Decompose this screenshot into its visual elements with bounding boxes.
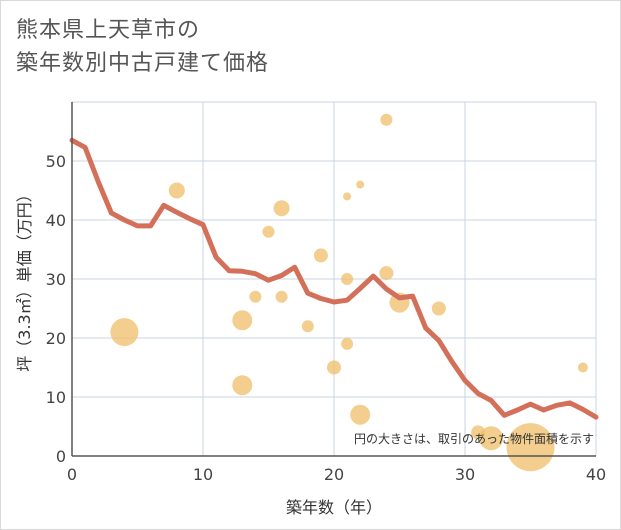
bubble-point [273,200,290,217]
bubble-point [301,320,314,333]
bubble-series [110,113,588,472]
x-tick-label: 40 [586,465,606,484]
bubble-point [110,318,139,347]
bubble-point [356,180,365,189]
bubble-point [350,404,371,425]
x-tick-label: 30 [455,465,475,484]
title-line-2: 築年数別中古戸建て価格 [16,51,270,76]
bubble-point [341,337,354,350]
bubble-point [168,182,185,199]
tick-labels: 0 10 20 30 40 0 10 20 30 40 50 [46,152,607,484]
bubble-point [232,310,253,331]
axes [71,102,596,457]
x-tick-label: 0 [67,465,77,484]
chart-title: 熊本県上天草市の 築年数別中古戸建て価格 [16,14,269,80]
bubble-point [431,301,446,316]
bubble-point [380,113,393,126]
x-axis-label: 築年数（年） [286,498,382,517]
bubble-point [506,423,555,472]
y-tick-label: 0 [56,447,66,466]
bubble-point [249,290,262,303]
grid-lines [71,101,597,457]
bubble-point [327,360,341,375]
y-axis-label: 坪（3.3㎡）単価（万円） [15,186,34,371]
bubble-point [275,290,288,303]
bubble-point [577,362,588,373]
x-tick-label: 10 [193,465,213,484]
bubble-point [343,192,352,201]
bubble-point [313,248,328,263]
trend-line [69,137,599,420]
y-tick-label: 20 [46,329,66,348]
bubble-point [379,266,394,281]
y-tick-label: 30 [46,270,66,289]
bubble-point [232,375,253,396]
title-line-1: 熊本県上天草市の [16,18,201,43]
bubble-point [479,426,504,451]
y-tick-label: 40 [46,211,66,230]
bubble-point [262,225,275,238]
bubble-point [341,273,354,285]
x-tick-label: 20 [324,465,344,484]
y-tick-label: 50 [46,152,66,171]
y-tick-label: 10 [46,388,66,407]
bubble-size-note: 円の大きさは、取引のあった物件面積を示す [354,431,594,446]
